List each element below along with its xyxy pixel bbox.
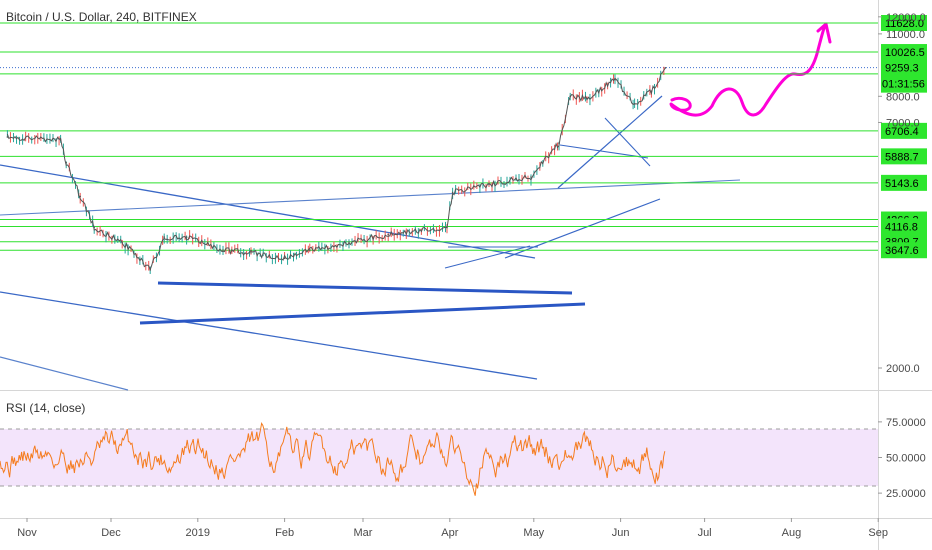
level-label-text: 3647.6 xyxy=(885,245,919,257)
time-tick-label: Sep xyxy=(868,527,888,539)
rsi-band xyxy=(0,429,878,486)
level-label-bg xyxy=(881,174,927,191)
level-label-text: 5143.6 xyxy=(885,178,919,190)
time-tick-label: Jun xyxy=(612,527,630,539)
price-point xyxy=(569,95,571,98)
wedge-upper[interactable] xyxy=(557,95,663,189)
time-tick-label: Mar xyxy=(354,527,373,539)
level-label-bg xyxy=(881,122,927,139)
price-point xyxy=(558,142,560,144)
price-point xyxy=(6,136,9,138)
time-tick-label: Dec xyxy=(101,527,121,539)
price-tick-label: 11000.0 xyxy=(886,29,925,41)
price-point xyxy=(387,233,390,236)
price-line xyxy=(6,67,666,272)
level-label: 4116.8 xyxy=(881,218,927,235)
current-price-text: 9259.3 xyxy=(885,63,919,75)
price-point xyxy=(222,249,224,251)
rsi-tick-label: 25.0000 xyxy=(886,488,926,500)
level-label-text: 5888.7 xyxy=(885,151,919,163)
level-label-text: 6706.4 xyxy=(885,126,919,138)
price-point xyxy=(65,161,67,164)
price-point xyxy=(149,269,151,271)
chart-title: Bitcoin / U.S. Dollar, 240, BITFINEX xyxy=(6,10,197,24)
current-price-bg xyxy=(881,58,927,93)
price-point xyxy=(348,241,350,244)
price-point xyxy=(446,226,448,229)
trendline-lower-descending[interactable] xyxy=(0,291,538,380)
drawing-layer[interactable] xyxy=(0,22,832,391)
level-label-text: 4116.8 xyxy=(885,222,918,234)
level-label-bg xyxy=(881,15,927,31)
rsi-line xyxy=(0,422,666,496)
price-point xyxy=(664,67,667,69)
price-tick-label: 12000.0 xyxy=(886,12,926,24)
level-label-bg xyxy=(881,218,927,235)
price-point xyxy=(586,97,588,100)
price-point xyxy=(250,251,252,254)
price-point xyxy=(650,90,653,93)
projection-path[interactable] xyxy=(669,22,832,117)
price-point xyxy=(309,249,311,251)
price-point xyxy=(79,195,81,198)
rsi-series xyxy=(0,422,666,496)
time-tick-label: Feb xyxy=(275,527,294,539)
time-tick-label: Apr xyxy=(441,527,458,539)
channel-bottom[interactable] xyxy=(444,245,531,269)
countdown-text: 01:31:56 xyxy=(882,79,925,91)
time-tick-label: May xyxy=(523,527,544,539)
price-point xyxy=(488,183,490,186)
level-label-bg xyxy=(881,148,927,165)
price-point xyxy=(633,102,636,105)
level-label: 11628.0 xyxy=(881,15,927,31)
cross-line-b[interactable] xyxy=(559,144,649,159)
price-point xyxy=(283,257,286,260)
time-tick-label: Nov xyxy=(17,527,37,539)
time-tick-label: 2019 xyxy=(186,527,210,539)
time-tick-label: Jul xyxy=(698,527,712,539)
price-axis[interactable]: 11628.010026.58968.16706.45888.75143.642… xyxy=(878,12,927,375)
price-point xyxy=(59,139,62,141)
triangle-lower-line[interactable] xyxy=(139,302,586,325)
trendline-upper-descending[interactable] xyxy=(0,164,536,259)
level-label: 10026.5 xyxy=(881,44,927,61)
price-point xyxy=(530,176,532,178)
level-label: 5888.7 xyxy=(881,148,927,165)
price-tick-label: 8000.0 xyxy=(886,91,920,103)
level-label: 5143.6 xyxy=(881,174,927,191)
level-label-text: 10026.5 xyxy=(885,47,925,59)
price-point xyxy=(121,241,123,244)
rsi-tick-label: 50.0000 xyxy=(886,453,926,465)
price-tick-label: 7000.0 xyxy=(886,117,920,129)
current-price-tag: 9259.3 01:31:56 xyxy=(881,58,927,93)
price-point xyxy=(451,191,454,194)
triangle-upper-line[interactable] xyxy=(157,281,573,295)
level-label-bg xyxy=(881,242,927,259)
price-point xyxy=(614,79,616,81)
trendline-far-lower[interactable] xyxy=(0,356,129,391)
level-label: 6706.4 xyxy=(881,122,927,139)
rsi-axis[interactable]: 75.0000 50.0000 25.0000 xyxy=(878,417,926,500)
rsi-title: RSI (14, close) xyxy=(6,401,85,415)
price-point xyxy=(93,226,95,229)
level-label-bg xyxy=(881,44,927,61)
price-tick-label: 2000.0 xyxy=(886,363,920,375)
time-tick-label: Aug xyxy=(782,527,802,539)
price-point xyxy=(185,236,188,238)
trendline-rising-support[interactable] xyxy=(504,198,661,259)
price-series xyxy=(6,66,667,274)
level-label-text: 11628.0 xyxy=(885,18,924,30)
price-point xyxy=(163,236,165,238)
level-label: 3647.6 xyxy=(881,242,927,259)
cross-line-a[interactable] xyxy=(604,117,651,167)
trendline-long-ascending[interactable] xyxy=(0,179,741,216)
time-axis[interactable]: Nov Dec 2019 Feb Mar Apr May Jun Jul Aug Sep xyxy=(17,518,888,539)
rsi-tick-label: 75.0000 xyxy=(886,417,926,429)
